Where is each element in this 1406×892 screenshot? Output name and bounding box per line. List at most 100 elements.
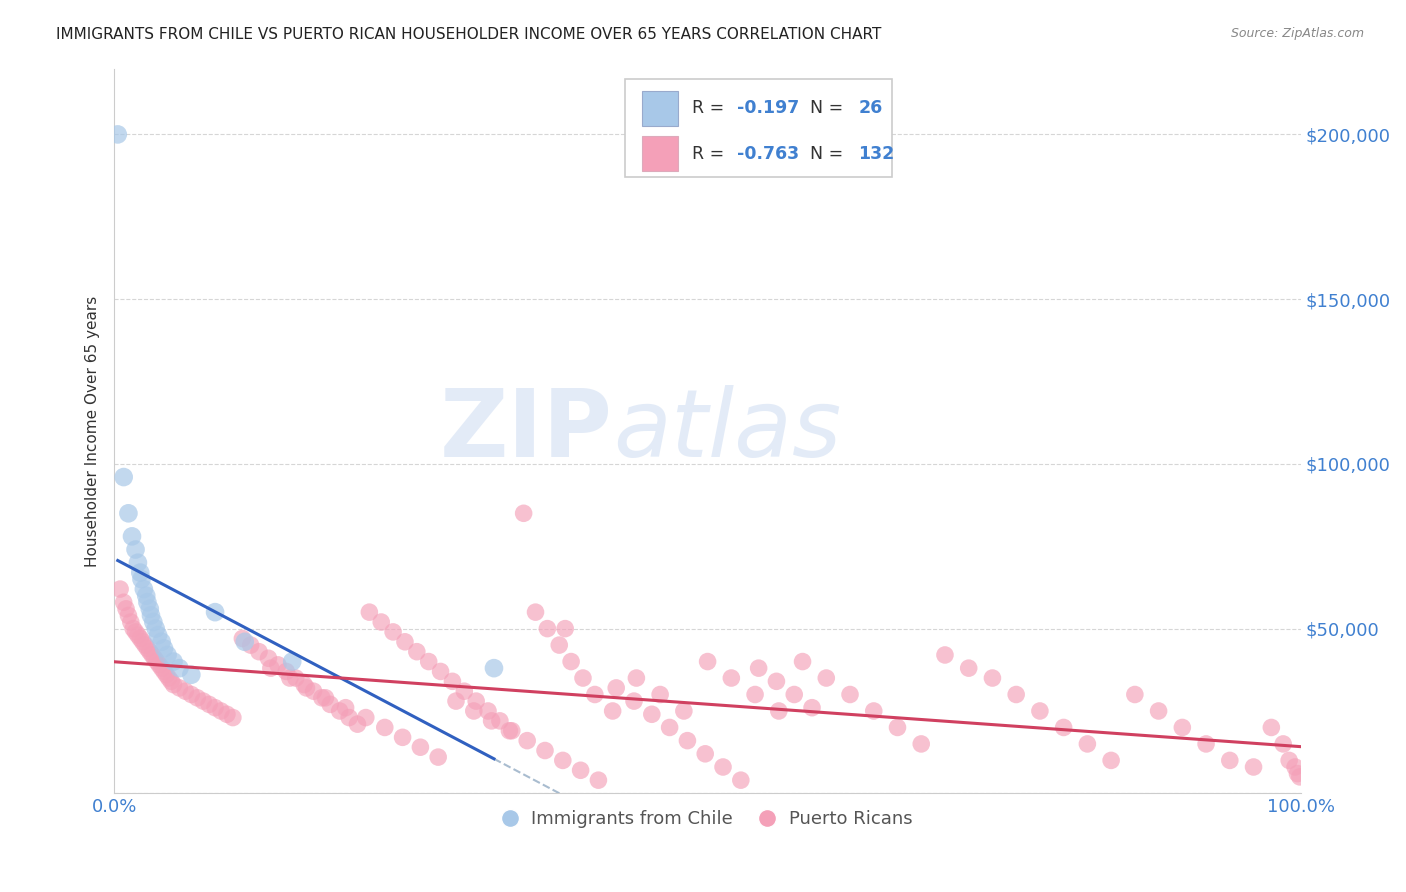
Point xyxy=(554,622,576,636)
Point xyxy=(391,731,413,745)
Point xyxy=(145,622,167,636)
Point xyxy=(1288,770,1310,784)
Point xyxy=(169,661,191,675)
Point xyxy=(465,694,488,708)
Point xyxy=(129,632,152,646)
Point xyxy=(127,628,149,642)
Point xyxy=(231,632,253,646)
Point xyxy=(441,674,464,689)
Point xyxy=(720,671,742,685)
Point xyxy=(156,648,179,662)
Point xyxy=(198,698,221,712)
Point xyxy=(148,657,170,672)
Point xyxy=(247,645,270,659)
Point xyxy=(209,704,232,718)
Point xyxy=(115,602,138,616)
Point xyxy=(427,750,450,764)
Point xyxy=(1029,704,1052,718)
Point xyxy=(583,688,606,702)
Point xyxy=(783,688,806,702)
Point xyxy=(748,661,770,675)
Point xyxy=(281,655,304,669)
Point xyxy=(1278,753,1301,767)
Point xyxy=(314,690,336,705)
Point xyxy=(394,634,416,648)
Point xyxy=(910,737,932,751)
Point xyxy=(139,602,162,616)
Point xyxy=(551,753,574,767)
Point xyxy=(302,684,325,698)
Point xyxy=(768,704,790,718)
Point xyxy=(623,694,645,708)
Point xyxy=(711,760,734,774)
Point xyxy=(193,694,215,708)
Point xyxy=(839,688,862,702)
Point xyxy=(150,661,173,675)
Point xyxy=(257,651,280,665)
Point xyxy=(132,582,155,596)
Point xyxy=(588,773,610,788)
Point xyxy=(650,688,672,702)
Point xyxy=(1053,721,1076,735)
Point xyxy=(1076,737,1098,751)
Point xyxy=(672,704,695,718)
Point xyxy=(382,624,405,639)
Point xyxy=(534,743,557,757)
Point xyxy=(180,667,202,681)
Point xyxy=(127,556,149,570)
Point xyxy=(676,733,699,747)
Point xyxy=(108,582,131,596)
Point xyxy=(512,506,534,520)
Point xyxy=(1005,688,1028,702)
Point xyxy=(143,651,166,665)
Point xyxy=(602,704,624,718)
Text: R =: R = xyxy=(692,145,730,162)
Point xyxy=(409,740,432,755)
Point xyxy=(124,624,146,639)
Point xyxy=(501,723,523,738)
Point xyxy=(284,671,307,685)
Point xyxy=(957,661,980,675)
Point xyxy=(453,684,475,698)
Text: atlas: atlas xyxy=(613,385,841,476)
Point xyxy=(162,655,184,669)
Point xyxy=(337,710,360,724)
Point xyxy=(180,688,202,702)
Point xyxy=(131,634,153,648)
Point xyxy=(405,645,427,659)
Point xyxy=(131,572,153,586)
FancyBboxPatch shape xyxy=(624,79,891,178)
Point xyxy=(141,648,163,662)
Point xyxy=(1147,704,1170,718)
Point xyxy=(934,648,956,662)
Point xyxy=(481,714,503,728)
Point xyxy=(792,655,814,669)
Point xyxy=(153,641,176,656)
Point xyxy=(295,681,318,695)
Point xyxy=(730,773,752,788)
Point xyxy=(186,690,208,705)
Point xyxy=(215,707,238,722)
Point xyxy=(169,681,191,695)
Point xyxy=(155,667,177,681)
Point xyxy=(886,721,908,735)
Point xyxy=(122,622,145,636)
Legend: Immigrants from Chile, Puerto Ricans: Immigrants from Chile, Puerto Ricans xyxy=(495,803,920,835)
Point xyxy=(107,128,129,142)
Point xyxy=(444,694,467,708)
Y-axis label: Householder Income Over 65 years: Householder Income Over 65 years xyxy=(86,295,100,566)
Point xyxy=(626,671,648,685)
Point xyxy=(744,688,766,702)
Point xyxy=(862,704,884,718)
Text: 26: 26 xyxy=(858,99,883,118)
Point xyxy=(329,704,352,718)
Point xyxy=(134,638,156,652)
Point xyxy=(124,542,146,557)
Point xyxy=(981,671,1004,685)
Point xyxy=(112,595,135,609)
Point xyxy=(292,678,315,692)
Point xyxy=(153,665,176,679)
Point xyxy=(260,661,283,675)
Point xyxy=(696,655,718,669)
Point xyxy=(222,710,245,724)
